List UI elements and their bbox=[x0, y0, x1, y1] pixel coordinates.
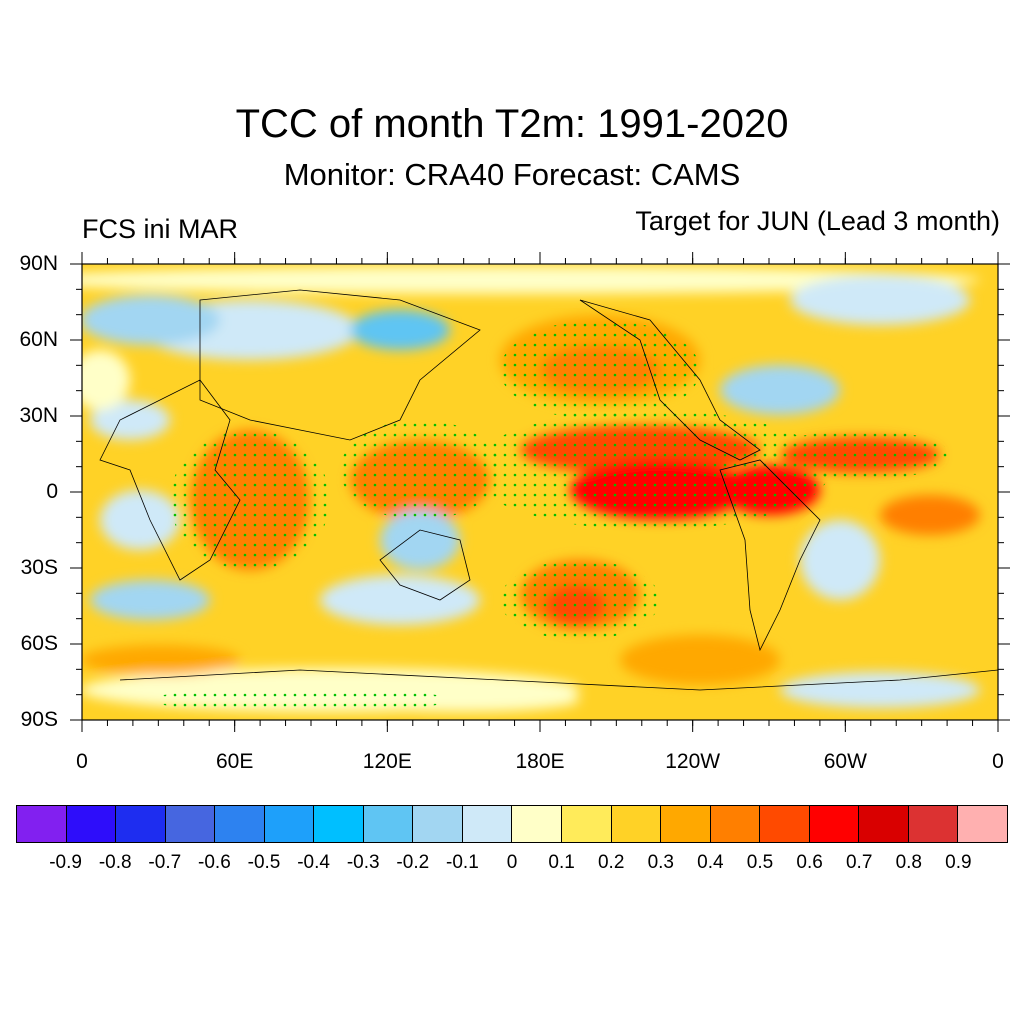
colorbar-swatch bbox=[264, 806, 315, 842]
latitude-label: 60S bbox=[20, 632, 58, 655]
colorbar-swatch bbox=[908, 806, 959, 842]
coastline bbox=[199, 289, 481, 441]
correlation-region bbox=[82, 266, 980, 294]
latitude-label: 0 bbox=[46, 480, 58, 503]
colorbar-label: 0.2 bbox=[597, 852, 625, 873]
colorbar-label: 0.5 bbox=[746, 852, 774, 873]
significance-stippling bbox=[470, 410, 830, 530]
significance-stippling bbox=[500, 560, 660, 640]
correlation-region bbox=[380, 510, 460, 570]
correlation-region bbox=[82, 645, 240, 675]
colorbar-swatch bbox=[165, 806, 216, 842]
colorbar-label: -0.8 bbox=[98, 852, 132, 873]
correlation-region bbox=[880, 495, 980, 535]
colorbar-swatch bbox=[661, 806, 711, 842]
colorbar-swatch bbox=[462, 806, 513, 842]
longitude-label: 120W bbox=[665, 750, 721, 773]
colorbar-label: 0.8 bbox=[895, 852, 923, 873]
correlation-region bbox=[90, 580, 210, 620]
longitude-label: 180E bbox=[515, 750, 565, 773]
initialization-label: FCS ini MAR bbox=[82, 214, 239, 244]
colorbar-label: -0.7 bbox=[148, 852, 182, 873]
plot-title: TCC of month T2m: 1991-2020 bbox=[235, 102, 789, 146]
colorbar-label: 0.9 bbox=[945, 852, 972, 873]
colorbar-swatch bbox=[710, 806, 761, 842]
latitude-label: 30N bbox=[19, 404, 58, 427]
correlation-region bbox=[720, 365, 840, 415]
colorbar-label: -0.1 bbox=[446, 852, 479, 873]
colorbar-swatch bbox=[215, 806, 265, 842]
significance-stippling bbox=[340, 420, 500, 520]
colorbar-label: 0.1 bbox=[548, 852, 575, 873]
correlation-region bbox=[320, 575, 480, 625]
significance-stippling bbox=[770, 430, 950, 480]
coastline bbox=[119, 669, 998, 691]
colorbar-swatch bbox=[363, 806, 414, 842]
colorbar bbox=[16, 805, 1008, 843]
latitude-label: 90S bbox=[20, 708, 58, 731]
latitude-label: 60N bbox=[19, 328, 58, 351]
colorbar-label: -0.9 bbox=[49, 852, 82, 873]
axis-ticks bbox=[70, 252, 1010, 732]
colorbar-label: -0.2 bbox=[396, 852, 430, 873]
colorbar-swatch bbox=[512, 806, 563, 842]
coastline bbox=[719, 459, 821, 652]
longitude-label: 0 bbox=[992, 750, 1004, 773]
correlation-region bbox=[620, 635, 780, 685]
plot-subtitle: Monitor: CRA40 Forecast: CAMS bbox=[283, 157, 741, 192]
target-label: Target for JUN (Lead 3 month) bbox=[635, 206, 1000, 236]
longitude-label: 0 bbox=[76, 750, 88, 773]
colorbar-swatch bbox=[809, 806, 860, 842]
colorbar-swatch bbox=[611, 806, 662, 842]
correlation-region bbox=[100, 490, 180, 550]
colorbar-label: 0.6 bbox=[796, 852, 823, 873]
correlation-region bbox=[780, 672, 980, 708]
correlation-region bbox=[350, 310, 450, 350]
correlation-region bbox=[82, 350, 130, 410]
colorbar-label: 0.7 bbox=[845, 852, 873, 873]
colorbar-label: -0.3 bbox=[346, 852, 380, 873]
coastline bbox=[579, 299, 761, 461]
colorbar-swatch bbox=[17, 806, 67, 842]
colorbar-swatch bbox=[958, 806, 1007, 842]
significance-stippling bbox=[150, 688, 450, 712]
longitude-label: 60W bbox=[823, 750, 867, 773]
coastline bbox=[379, 529, 471, 601]
colorbar-swatch bbox=[859, 806, 909, 842]
colorbar-label: -0.5 bbox=[247, 852, 281, 873]
colorbar-label: 0.4 bbox=[697, 852, 724, 873]
colorbar-label: -0.4 bbox=[297, 852, 330, 873]
correlation-region bbox=[90, 400, 170, 440]
longitude-label: 60E bbox=[215, 750, 254, 773]
colorbar-label: 0.3 bbox=[647, 852, 675, 873]
colorbar-swatch bbox=[760, 806, 810, 842]
correlation-region bbox=[800, 520, 880, 600]
significance-stippling bbox=[500, 320, 700, 420]
colorbar-swatch bbox=[314, 806, 364, 842]
coastline bbox=[99, 379, 241, 581]
significance-stippling bbox=[170, 430, 330, 570]
correlation-region bbox=[790, 275, 970, 325]
colorbar-swatch bbox=[66, 806, 117, 842]
latitude-label: 30S bbox=[20, 556, 58, 579]
map-field bbox=[82, 264, 998, 720]
latitude-label: 90N bbox=[19, 252, 58, 275]
colorbar-swatch bbox=[562, 806, 612, 842]
colorbar-label: -0.6 bbox=[198, 852, 231, 873]
colorbar-label: 0 bbox=[506, 852, 518, 873]
colorbar-swatch bbox=[413, 806, 463, 842]
longitude-label: 120E bbox=[362, 750, 412, 773]
colorbar-swatch bbox=[116, 806, 166, 842]
correlation-region bbox=[82, 295, 220, 345]
